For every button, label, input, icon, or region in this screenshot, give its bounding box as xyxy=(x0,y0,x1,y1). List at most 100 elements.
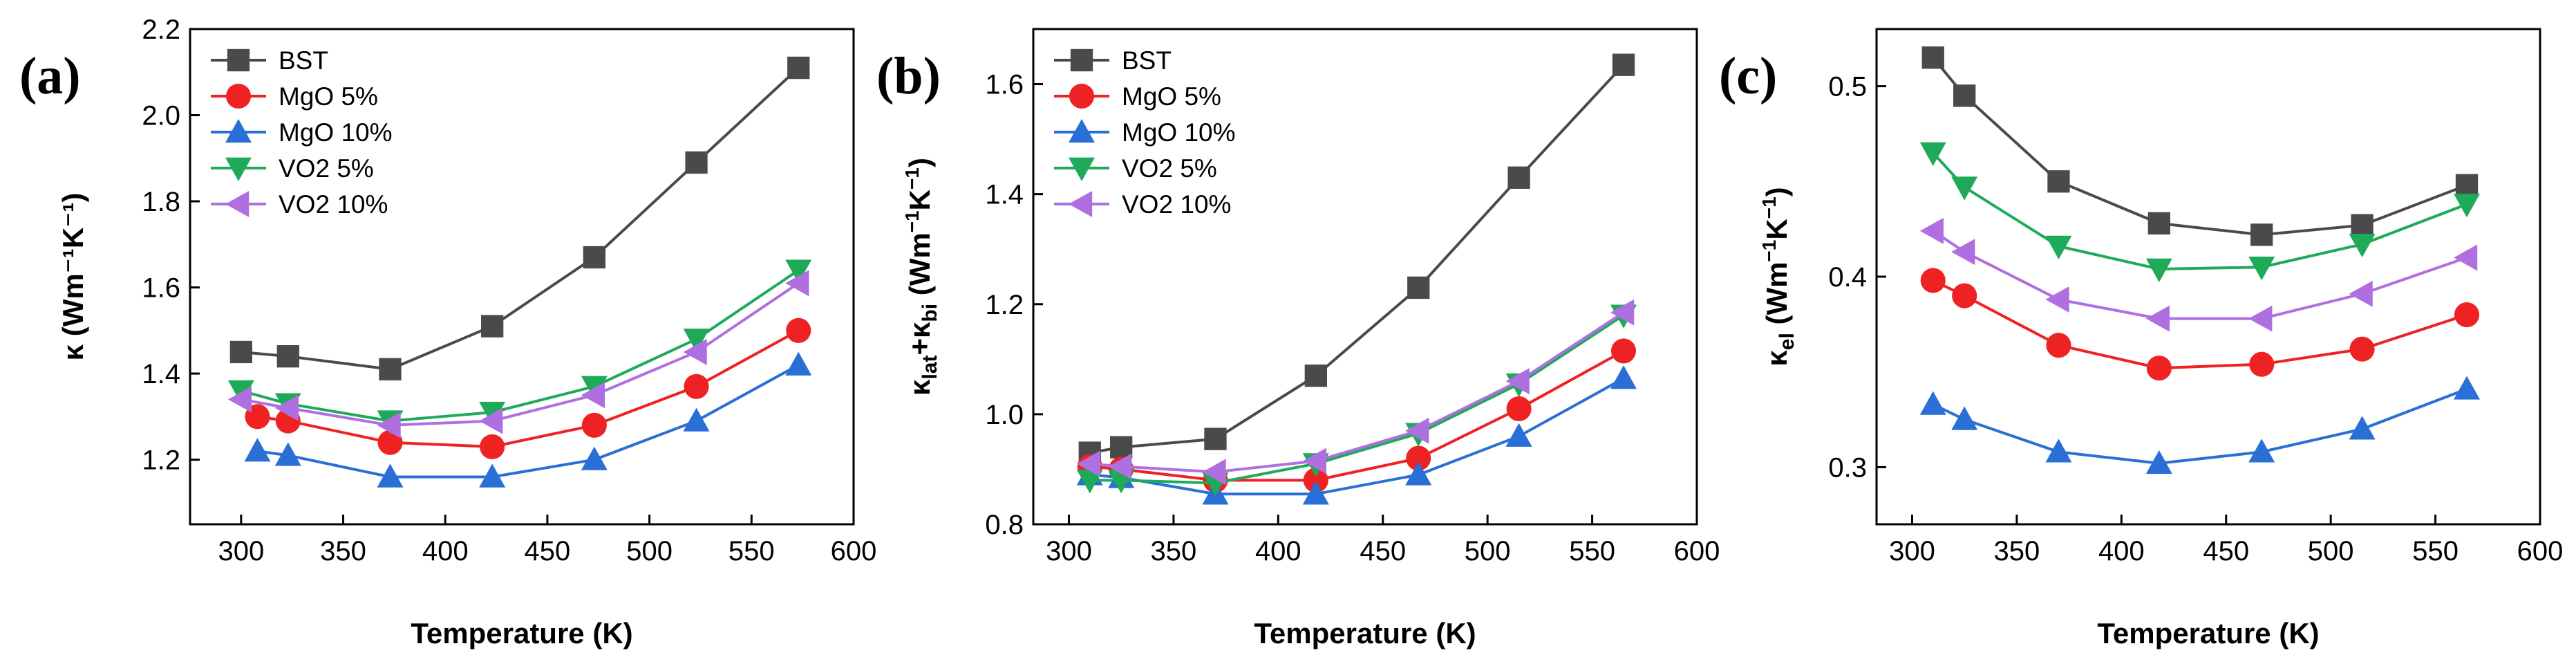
series-bst xyxy=(1921,46,2479,246)
legend-item: VO2 10% xyxy=(1054,190,1231,219)
data-point xyxy=(2454,244,2478,271)
legend-label: MgO 10% xyxy=(1122,118,1236,147)
legend: BST MgO 5% MgO 10% VO2 5% VO2 10% xyxy=(211,46,393,219)
data-point xyxy=(1108,453,1132,480)
series-vo2-5- xyxy=(1919,142,2481,282)
data-point xyxy=(2349,336,2375,362)
data-point xyxy=(684,374,709,399)
legend-label: BST xyxy=(279,46,328,75)
data-point xyxy=(2349,416,2376,440)
data-point xyxy=(1405,461,1432,486)
data-point xyxy=(377,463,404,488)
data-point xyxy=(2249,351,2275,377)
y-tick-label: 1.4 xyxy=(142,359,180,389)
legend-item: MgO 10% xyxy=(211,118,393,147)
data-point xyxy=(785,351,812,376)
data-point xyxy=(1303,468,1328,493)
data-point xyxy=(2454,302,2480,328)
x-tick-label: 350 xyxy=(1151,536,1197,566)
data-point xyxy=(1304,365,1327,387)
x-axis: 300 350 400 450 500 550 600 xyxy=(1889,515,2563,566)
series-line xyxy=(241,269,800,423)
series-vo2-10- xyxy=(1919,217,2478,332)
data-point xyxy=(479,463,506,488)
data-point xyxy=(2454,376,2481,400)
data-point xyxy=(2248,257,2275,281)
y-axis-title: κ (Wm⁻¹K⁻¹) xyxy=(57,193,89,361)
x-tick-label: 600 xyxy=(2517,536,2564,566)
x-tick-label: 300 xyxy=(1889,536,1935,566)
legend-label: MgO 10% xyxy=(279,118,393,147)
panel-label: (b) xyxy=(876,47,941,105)
x-axis: 300 350 400 450 500 550 600 xyxy=(218,515,876,566)
data-point xyxy=(2145,450,2172,474)
y-tick-label: 1.4 xyxy=(985,180,1024,210)
x-tick-label: 550 xyxy=(2412,536,2459,566)
legend-marker xyxy=(227,48,250,72)
data-point xyxy=(1953,84,1976,107)
series-mgo-5- xyxy=(245,317,811,459)
legend-label: MgO 5% xyxy=(1122,82,1221,111)
data-point xyxy=(2455,174,2479,196)
data-point xyxy=(786,317,811,343)
data-point xyxy=(2145,258,2172,282)
data-point xyxy=(1202,459,1226,486)
legend-marker xyxy=(1069,83,1095,109)
legend-marker xyxy=(1070,48,1093,72)
data-point xyxy=(480,434,505,459)
legend-label: MgO 5% xyxy=(279,82,378,111)
y-axis: 0.3 0.4 0.5 xyxy=(1828,72,1886,483)
x-tick-label: 500 xyxy=(1465,536,1511,566)
x-axis-title: Temperature (K) xyxy=(2097,617,2319,649)
series-vo2-10- xyxy=(227,270,809,439)
data-point xyxy=(227,386,252,413)
y-tick-label: 1.6 xyxy=(142,273,180,304)
data-point xyxy=(2248,439,2275,463)
x-tick-label: 450 xyxy=(525,536,571,566)
legend-marker xyxy=(225,191,250,217)
data-point xyxy=(1302,481,1329,505)
y-tick-label: 1.0 xyxy=(985,400,1024,430)
plot-frame xyxy=(189,28,855,526)
legend-item: BST xyxy=(1054,46,1172,75)
legend-label: BST xyxy=(1122,46,1172,75)
plot-frame xyxy=(1032,28,1698,526)
data-point xyxy=(581,412,607,438)
legend-item: MgO 5% xyxy=(211,82,378,111)
data-point xyxy=(1921,46,1944,69)
data-point xyxy=(479,407,503,434)
data-point xyxy=(274,442,301,466)
data-point xyxy=(244,438,271,462)
x-tick-label: 450 xyxy=(2203,536,2249,566)
data-point xyxy=(2250,223,2273,246)
series-line xyxy=(1932,57,2467,237)
data-point xyxy=(2046,333,2071,358)
y-tick-label: 2.2 xyxy=(142,15,180,45)
plot-area xyxy=(1919,46,2481,474)
x-tick-label: 400 xyxy=(2098,536,2145,566)
y-axis: 0.8 1.0 1.2 1.4 1.6 xyxy=(985,70,1043,540)
data-point xyxy=(2349,233,2376,258)
data-point xyxy=(2045,439,2072,463)
data-point xyxy=(1505,368,1530,395)
data-point xyxy=(1076,450,1100,477)
x-tick-label: 500 xyxy=(626,536,673,566)
legend-marker xyxy=(1069,157,1095,181)
legend-item: MgO 5% xyxy=(1054,82,1221,111)
data-point xyxy=(2145,305,2170,332)
y-axis-title: κel (Wm−1K−1) xyxy=(1758,187,1798,366)
plot-frame xyxy=(1875,28,2541,526)
y-axis-title: κlat+κbi (Wm−1K−1) xyxy=(901,158,941,396)
data-point xyxy=(1952,283,1977,308)
y-tick-label: 0.3 xyxy=(1828,452,1867,483)
data-point xyxy=(1919,391,1946,415)
legend-label: VO2 5% xyxy=(1122,154,1217,183)
panel-a: (a) 1.2 1.4 1.6 1.8 2.0 2.2 300 350 400 450 500 55… xyxy=(19,15,876,649)
data-point xyxy=(1919,217,1944,244)
data-point xyxy=(1920,268,1946,293)
series-vo2-5- xyxy=(227,259,812,434)
data-point xyxy=(2454,194,2481,218)
data-point xyxy=(1076,470,1103,494)
series-vo2-10- xyxy=(1076,299,1635,486)
